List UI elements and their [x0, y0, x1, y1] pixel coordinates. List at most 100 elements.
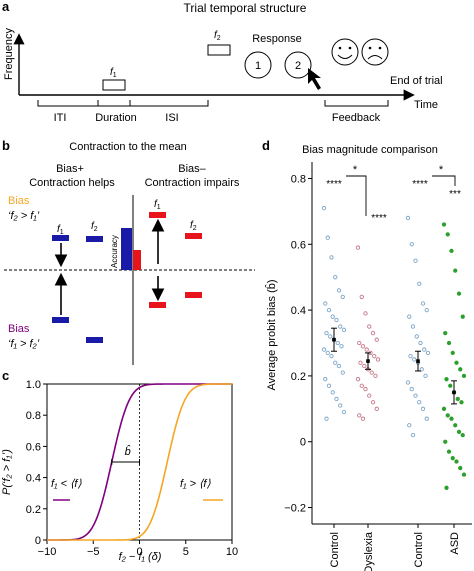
data-point [335, 340, 340, 346]
legend-left-label: f₁ < ⟨f⟩ [51, 478, 82, 490]
choice-1-circle [244, 51, 272, 79]
data-point [338, 403, 343, 408]
f1-label-plus: f1 [57, 224, 64, 236]
x-category-label: ASD [449, 532, 461, 555]
data-point [374, 337, 379, 342]
y-tick-label: 0.4 [291, 305, 306, 317]
data-point [360, 416, 366, 421]
data-point [357, 340, 362, 346]
panel-b-title: Contraction to the mean [69, 141, 186, 153]
data-point [324, 330, 329, 336]
data-point [326, 383, 332, 388]
data-point [450, 456, 455, 461]
x-tick-label: −10 [38, 546, 57, 558]
legend-right-label: f₁ > ⟨f⟩ [180, 478, 211, 490]
panel-d-letter: d [262, 138, 270, 153]
data-point [413, 393, 418, 398]
accuracy-bar-minus [133, 250, 141, 270]
data-point [441, 222, 447, 227]
data-point [409, 386, 414, 392]
data-point [338, 324, 343, 329]
data-point [424, 416, 429, 421]
panel-c-letter: c [2, 368, 9, 383]
panel-d-title: Bias magnitude comparison [302, 144, 438, 156]
f2-label-minus: f2 [190, 220, 197, 232]
data-point [412, 357, 417, 362]
bracket-1 [346, 175, 367, 216]
choice-2-circle [284, 51, 312, 79]
y-tick-label: 0 [300, 437, 306, 449]
psychometric-curve-orange [47, 383, 232, 541]
mean-marker [416, 359, 420, 363]
data-point [321, 205, 327, 211]
x-category-label: Control [329, 532, 341, 567]
y-tick-label: 0.8 [291, 173, 306, 185]
data-point [359, 383, 364, 388]
panel-d-error-bars [331, 327, 457, 405]
data-point [418, 340, 423, 346]
data-point [362, 363, 367, 369]
data-point [407, 314, 412, 319]
interval-isi: ISI [165, 112, 178, 124]
panel-a-letter: a [2, 0, 10, 14]
f1-label: f1 [110, 67, 117, 79]
data-point [450, 350, 455, 356]
bhat-label: b̂ [125, 444, 131, 458]
choice-1-label: 1 [255, 60, 261, 72]
data-point [458, 367, 463, 372]
f2-tone-minus-top [185, 233, 202, 239]
data-point [443, 330, 448, 336]
choice-2-label: 2 [295, 60, 301, 72]
accuracy-bar-plus [121, 228, 132, 270]
y-tick-label: 0.2 [26, 504, 41, 516]
data-point [455, 396, 460, 402]
interval-feedback: Feedback [332, 112, 381, 124]
sig-control-2: **** [412, 179, 428, 190]
cursor-icon [308, 68, 321, 90]
data-point [360, 344, 366, 349]
bias-plus-rule: ‘f₂ > f₁’ [8, 210, 40, 222]
data-point [422, 347, 427, 352]
data-point [423, 373, 428, 379]
f1-tone-minus-bottom [149, 302, 166, 308]
data-point [370, 400, 376, 405]
data-point [355, 245, 361, 250]
happy-face-icon [331, 38, 359, 66]
x-tick-label: 0 [136, 546, 142, 558]
data-point [340, 370, 345, 375]
y-tick-label: 0.2 [291, 371, 306, 383]
bias-minus-subheading: Contraction impairs [145, 177, 240, 189]
data-point [410, 324, 416, 329]
y-tick-label: −0.2 [284, 503, 306, 515]
panel-c: c P(‘f₂ > f₁’) f₂ − f₁ (δ) −10 −5 0 5 10 0 0.2… [1, 368, 238, 563]
data-point [417, 400, 422, 405]
sig-dyslexia: **** [371, 213, 387, 224]
data-point [425, 350, 431, 356]
data-point [441, 406, 447, 411]
data-point [445, 232, 450, 237]
data-point [321, 347, 327, 352]
data-point [460, 314, 465, 319]
bias-plus-label: Bias [8, 195, 30, 207]
bracket-2 [432, 175, 456, 186]
bias-minus-heading: Bias– [178, 163, 206, 175]
data-point [456, 291, 462, 296]
data-point [326, 307, 332, 313]
data-point [409, 242, 414, 247]
data-point [460, 432, 465, 438]
data-point [454, 360, 459, 365]
data-point [407, 423, 412, 428]
panel-b: b Contraction to the mean Bias+ Contract… [2, 138, 255, 365]
data-point [333, 275, 338, 280]
x-category-label: Control [413, 532, 425, 567]
data-point [444, 485, 449, 490]
panel-a-ylabel: Frequency [3, 28, 15, 80]
data-point [364, 347, 369, 352]
data-point [458, 465, 463, 471]
bias-minus-rule: ‘f₁ > f₂’ [8, 338, 40, 350]
data-point [446, 449, 452, 454]
data-point [333, 360, 338, 365]
panel-d-axes: −0.2 0 0.2 0.4 0.6 0.8 Control Dyslexia Control A… [284, 162, 472, 571]
data-point [449, 248, 454, 254]
